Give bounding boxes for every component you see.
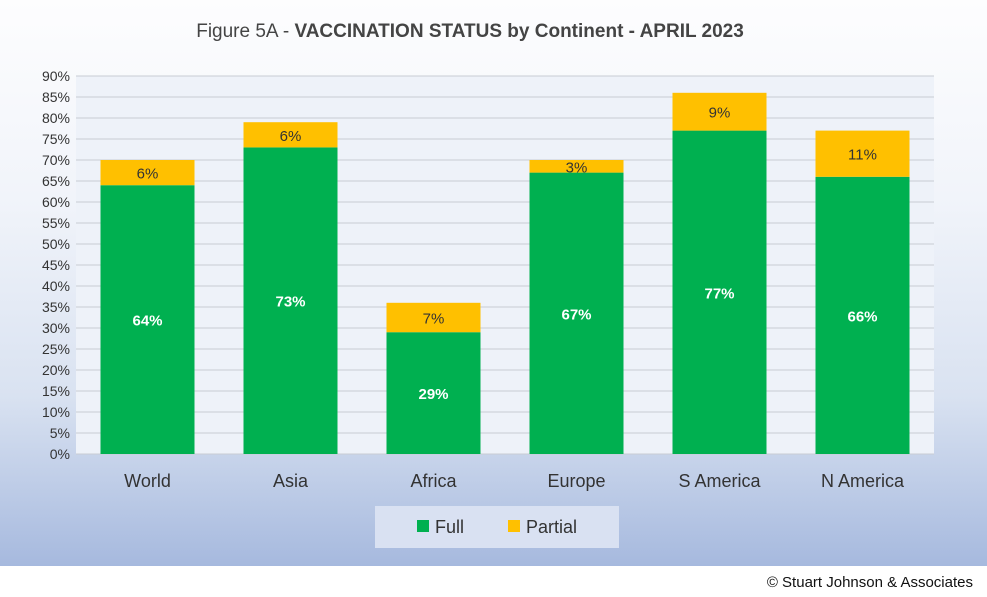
data-label-partial: 7% bbox=[423, 311, 445, 328]
data-label-partial: 9% bbox=[709, 105, 731, 122]
y-tick-label: 5% bbox=[50, 425, 70, 441]
data-label-full: 66% bbox=[847, 308, 877, 325]
y-tick-label: 45% bbox=[42, 257, 70, 273]
y-tick-label: 20% bbox=[42, 362, 70, 378]
y-tick-label: 55% bbox=[42, 215, 70, 231]
legend-swatch-partial bbox=[508, 520, 520, 532]
bar-partial bbox=[243, 122, 338, 148]
y-tick-label: 60% bbox=[42, 194, 70, 210]
y-tick-label: 10% bbox=[42, 404, 70, 420]
bar-full bbox=[529, 172, 624, 454]
legend-label-partial: Partial bbox=[526, 517, 577, 537]
legend-label-full: Full bbox=[435, 517, 464, 537]
copyright-notice: © Stuart Johnson & Associates bbox=[766, 574, 973, 591]
legend-box bbox=[375, 506, 619, 548]
bar-partial bbox=[672, 92, 767, 131]
y-tick-label: 15% bbox=[42, 383, 70, 399]
y-tick-label: 40% bbox=[42, 278, 70, 294]
bar-full bbox=[815, 176, 910, 455]
data-label-partial: 6% bbox=[280, 128, 302, 145]
bar-partial bbox=[815, 130, 910, 177]
bar-chart: 0% 5% 10% 15% 20% 25% 30% 35% 40% 45% 50% 55% 60% 65%… bbox=[42, 21, 934, 548]
x-tick-label: Asia bbox=[273, 471, 309, 491]
chart-title-prefix: Figure 5A - bbox=[196, 21, 294, 42]
y-tick-label: 30% bbox=[42, 320, 70, 336]
y-tick-label: 0% bbox=[50, 446, 70, 462]
data-label-partial: 6% bbox=[137, 166, 159, 183]
y-tick-label: 70% bbox=[42, 152, 70, 168]
bar-partial bbox=[529, 160, 624, 173]
y-tick-label: 80% bbox=[42, 110, 70, 126]
y-tick-label: 75% bbox=[42, 131, 70, 147]
y-tick-label: 85% bbox=[42, 89, 70, 105]
bar-full bbox=[386, 332, 481, 454]
data-label-full: 77% bbox=[704, 285, 734, 302]
data-label-full: 64% bbox=[132, 313, 162, 330]
data-label-full: 29% bbox=[418, 386, 448, 403]
y-tick-label: 65% bbox=[42, 173, 70, 189]
chart-title-main: VACCINATION STATUS by Continent - APRIL … bbox=[294, 21, 743, 42]
x-tick-label: Europe bbox=[547, 471, 605, 491]
bar-partial bbox=[100, 160, 195, 186]
y-tick-label: 50% bbox=[42, 236, 70, 252]
y-tick-label: 90% bbox=[42, 68, 70, 84]
x-tick-label: S America bbox=[678, 471, 761, 491]
data-label-full: 73% bbox=[275, 294, 305, 311]
x-tick-label: Africa bbox=[410, 471, 457, 491]
bar-partial bbox=[386, 302, 481, 333]
y-tick-label: 25% bbox=[42, 341, 70, 357]
data-label-partial: 3% bbox=[566, 159, 588, 176]
data-label-full: 67% bbox=[561, 306, 591, 323]
chart-background: 0% 5% 10% 15% 20% 25% 30% 35% 40% 45% 50% 55% 60% 65%… bbox=[0, 0, 987, 566]
legend-swatch-full bbox=[417, 520, 429, 532]
bar-full bbox=[672, 130, 767, 454]
bar-full bbox=[100, 185, 195, 454]
y-tick-label: 35% bbox=[42, 299, 70, 315]
x-tick-label: N America bbox=[821, 471, 905, 491]
bar-full bbox=[243, 147, 338, 454]
data-label-partial: 11% bbox=[848, 147, 877, 164]
chart-title: Figure 5A - VACCINATION STATUS by Contin… bbox=[196, 21, 744, 42]
x-tick-label: World bbox=[124, 471, 171, 491]
